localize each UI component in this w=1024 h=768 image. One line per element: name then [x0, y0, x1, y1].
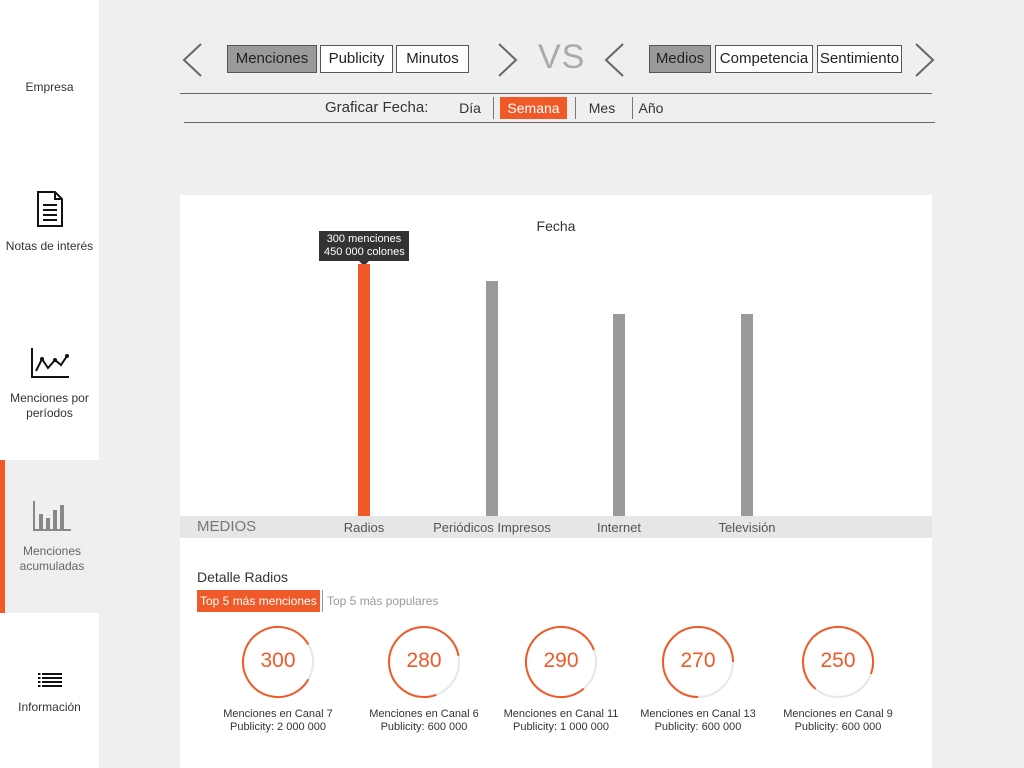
stat-card[interactable]: 270 Menciones en Canal 13 Publicity: 600 0… — [623, 624, 773, 734]
toggle-medios[interactable]: Medios — [649, 45, 711, 73]
stat-card[interactable]: 290 Menciones en Canal 11 Publicity: 1 000… — [486, 624, 636, 734]
stat-value: 270 — [680, 649, 716, 672]
stat-publicity: Publicity: 1 000 000 — [512, 721, 609, 733]
stat-value: 290 — [543, 649, 579, 672]
stat-publicity: Publicity: 600 000 — [654, 721, 742, 733]
sidebar-item-menciones-periodos[interactable]: Menciones por períodos — [0, 347, 99, 421]
date-option-dia[interactable]: Día — [459, 100, 481, 116]
divider — [322, 590, 323, 612]
left-group-prev-arrow[interactable] — [181, 42, 203, 83]
date-option-ano[interactable]: Año — [638, 100, 664, 116]
right-group-prev-arrow[interactable] — [603, 42, 625, 83]
toggle-menciones[interactable]: Menciones — [227, 45, 317, 73]
detail-title: Detalle Radios — [197, 569, 289, 585]
progress-ring — [525, 626, 597, 698]
stat-caption: Menciones en Canal 11 — [503, 708, 619, 720]
x-tick-label: Televisión — [718, 520, 776, 535]
progress-ring — [388, 626, 460, 698]
x-axis-title: MEDIOS — [197, 518, 257, 535]
toggle-publicity[interactable]: Publicity — [320, 45, 393, 73]
sidebar-item-label: Empresa — [25, 80, 74, 94]
x-axis: MEDIOS Radios Periódicos Impresos Internet… — [180, 516, 932, 538]
sidebar-item-label: Menciones acumuladas — [19, 544, 85, 573]
chart-title: Fecha — [536, 218, 576, 234]
sidebar-item-informacion[interactable]: Información — [0, 672, 99, 715]
sidebar-item-label: Notas de interés — [5, 239, 94, 253]
sidebar-item-menciones-acumuladas[interactable]: Menciones acumuladas — [0, 460, 99, 613]
divider — [180, 93, 932, 94]
chart-bar[interactable] — [486, 281, 498, 516]
tooltip-mentions: 300 menciones — [326, 233, 402, 245]
stat-card[interactable]: 300 Menciones en Canal 7 Publicity: 2 000 … — [203, 624, 353, 734]
sidebar-item-notas[interactable]: Notas de interés — [0, 191, 99, 254]
stat-card[interactable]: 250 Menciones en Canal 9 Publicity: 600 00… — [763, 624, 913, 734]
stat-publicity: Publicity: 2 000 000 — [229, 721, 326, 733]
x-tick-label: Radios — [343, 520, 385, 535]
tab-top-populares[interactable]: Top 5 más populares — [327, 594, 439, 608]
stat-publicity: Publicity: 600 000 — [794, 721, 882, 733]
line-chart-icon — [0, 347, 99, 383]
tooltip-amount: 450 000 colones — [324, 246, 405, 258]
sidebar-item-label: Menciones por períodos — [10, 391, 89, 420]
chart-tooltip: 300 menciones 450 000 colones — [319, 231, 409, 266]
list-icon — [0, 672, 99, 692]
stat-value: 280 — [406, 649, 442, 672]
vs-label: VS — [538, 38, 586, 76]
stat-publicity: Publicity: 600 000 — [380, 721, 468, 733]
sidebar-item-label: Información — [18, 700, 81, 714]
stat-caption: Menciones en Canal 9 — [783, 708, 893, 720]
detail-panel: Detalle Radios Top 5 más menciones Top 5… — [180, 538, 932, 768]
right-group-next-arrow[interactable] — [914, 42, 936, 83]
chart-bar[interactable] — [741, 314, 753, 516]
divider — [493, 97, 494, 119]
divider — [632, 97, 633, 119]
date-filter-label: Graficar Fecha: — [325, 99, 429, 116]
stat-value: 300 — [260, 649, 296, 672]
progress-ring — [662, 626, 734, 698]
stat-card[interactable]: 280 Menciones en Canal 6 Publicity: 600 00… — [349, 624, 499, 734]
toggle-sentimiento[interactable]: Sentimiento — [817, 45, 902, 73]
tab-top-menciones[interactable]: Top 5 más menciones — [197, 590, 320, 612]
toggle-competencia[interactable]: Competencia — [715, 45, 813, 73]
date-option-mes[interactable]: Mes — [588, 100, 616, 116]
stat-caption: Menciones en Canal 6 — [369, 708, 479, 720]
sidebar: Empresa Notas de interés Mencio — [0, 0, 99, 768]
stat-caption: Menciones en Canal 13 — [640, 708, 756, 720]
toggle-minutos[interactable]: Minutos — [396, 45, 469, 73]
progress-ring — [802, 626, 874, 698]
progress-ring — [242, 626, 314, 698]
stat-value: 250 — [820, 649, 856, 672]
chart-bar[interactable] — [358, 264, 370, 516]
left-group-next-arrow[interactable] — [497, 42, 519, 83]
divider — [184, 122, 935, 123]
bar-chart-icon — [5, 500, 99, 536]
document-icon — [0, 191, 99, 231]
x-tick-label: Internet — [596, 520, 642, 535]
chart-bar[interactable] — [613, 314, 625, 516]
bar-chart: Fecha 300 menciones 450 000 colones — [180, 195, 932, 516]
sidebar-item-empresa[interactable]: Empresa — [0, 80, 99, 95]
date-option-semana[interactable]: Semana — [500, 97, 567, 119]
x-tick-label: Periódicos Impresos — [433, 520, 551, 535]
stat-caption: Menciones en Canal 7 — [223, 708, 333, 720]
divider — [575, 97, 576, 119]
